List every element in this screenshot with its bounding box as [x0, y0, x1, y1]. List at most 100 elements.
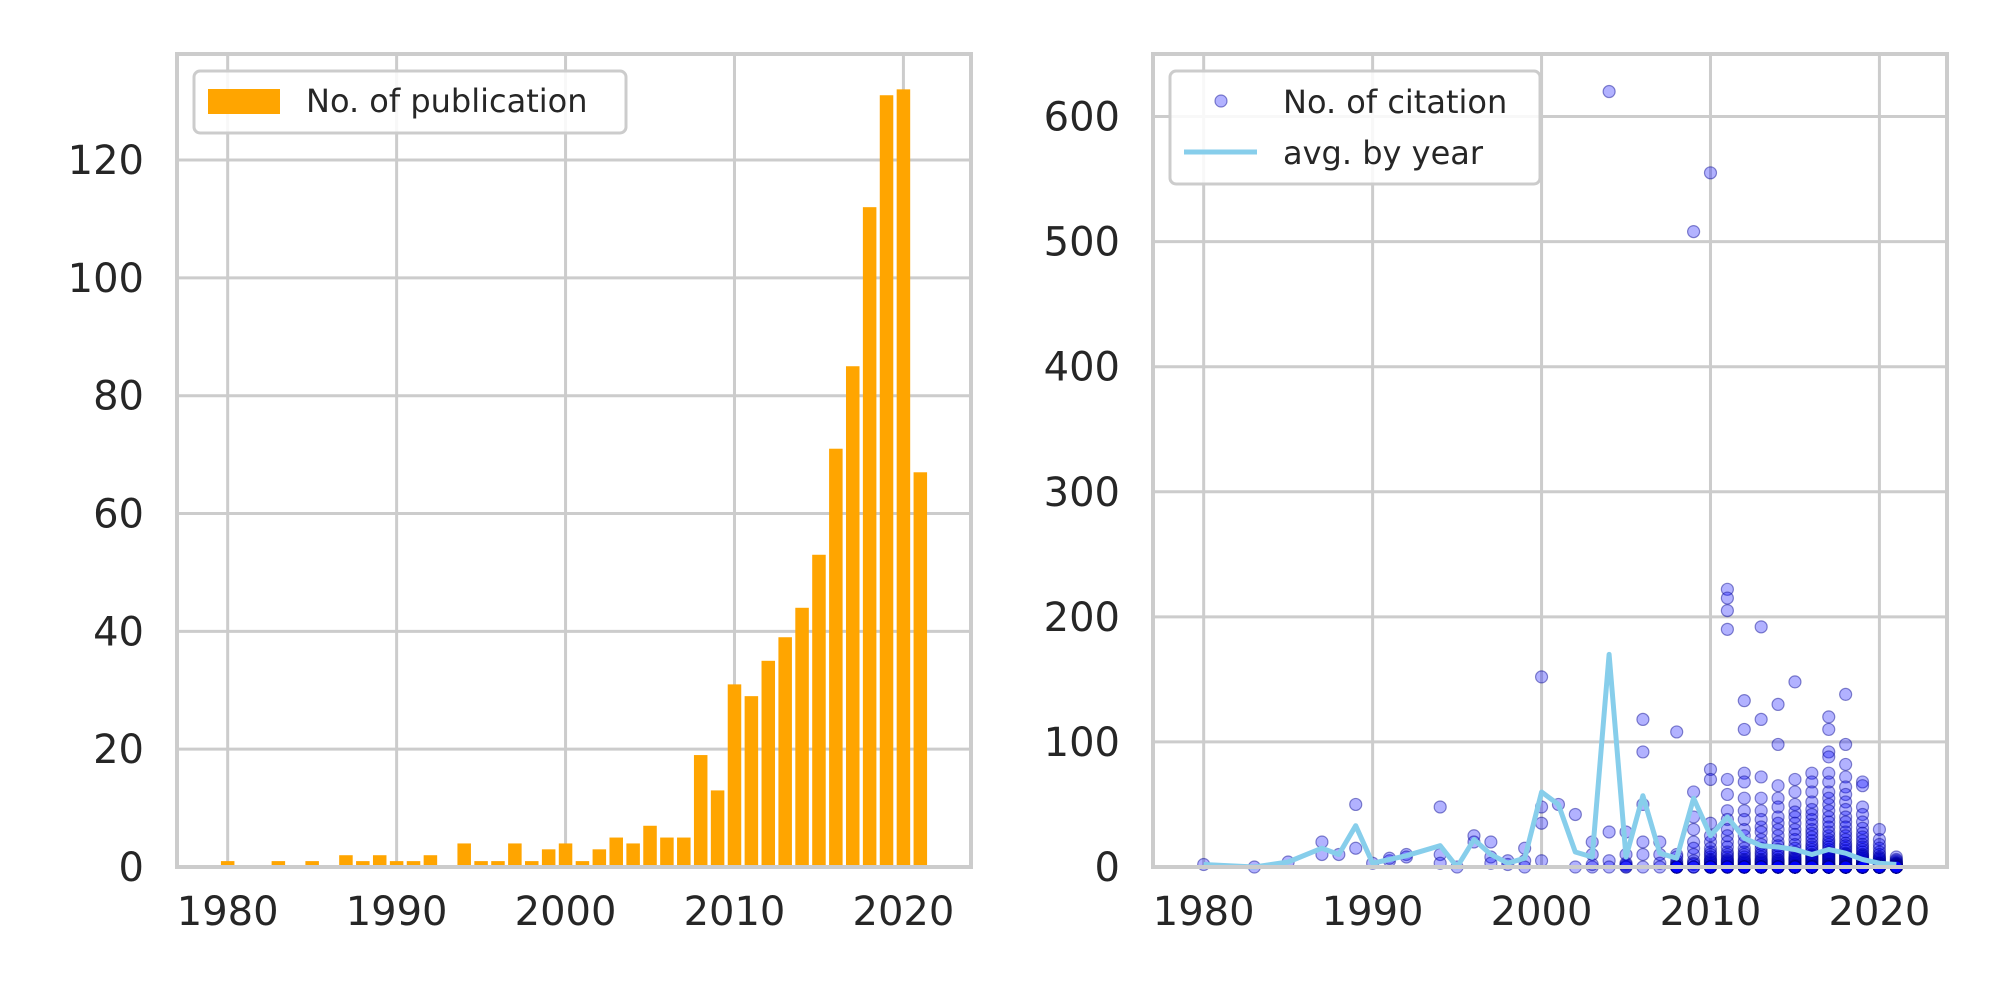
- scatter-point: [1805, 837, 1819, 852]
- y-tick-label: 100: [1044, 720, 1120, 766]
- scatter-point: [1737, 812, 1751, 827]
- bar: [271, 861, 286, 867]
- y-tick-label: 300: [1044, 470, 1120, 516]
- x-tick-label: 2010: [1660, 889, 1762, 935]
- scatter-point: [1805, 812, 1819, 827]
- scatter-point: [1754, 620, 1768, 634]
- y-tick-label: 400: [1044, 345, 1120, 391]
- bar: [474, 861, 488, 867]
- scatter-point: [1839, 787, 1853, 802]
- scatter-point: [1737, 791, 1751, 805]
- x-tick-label: 2020: [1829, 889, 1931, 935]
- bar: [761, 660, 776, 867]
- scatter-point: [1720, 847, 1734, 862]
- publications-bar-chart: 1980 1990 2000 2010 2020 0 20 40 60 80 100 120 No. o…: [68, 52, 973, 935]
- scatter-point: [1822, 791, 1836, 805]
- scatter-point: [1602, 825, 1616, 839]
- scatter-point: [1349, 797, 1363, 812]
- bar: [305, 861, 319, 867]
- scatter-point: [1805, 795, 1819, 809]
- x-tick-label: 2020: [853, 889, 955, 935]
- bar: [389, 861, 404, 867]
- bar: [693, 755, 708, 867]
- scatter-point: [1754, 847, 1768, 862]
- scatter-point: [1568, 807, 1582, 822]
- scatter-point: [1636, 745, 1650, 759]
- scatter-point: [1788, 816, 1802, 830]
- scatter-point: [1805, 830, 1819, 844]
- legend-box: [1168, 69, 1542, 186]
- scatter-point: [1737, 847, 1751, 862]
- scatter-point: [1737, 841, 1751, 855]
- y-tick-label: 100: [68, 256, 144, 302]
- bar: [220, 861, 235, 867]
- scatter-point: [1822, 775, 1836, 789]
- scatter-point: [1788, 822, 1802, 837]
- scatter-point: [1822, 766, 1836, 780]
- scatter-point: [1703, 166, 1718, 180]
- bar: [491, 861, 505, 867]
- bars: [220, 89, 928, 867]
- bar: [356, 861, 370, 867]
- bar: [795, 607, 809, 867]
- legend-label: No. of publication: [306, 82, 588, 120]
- y-tick-label: 0: [1095, 845, 1120, 891]
- scatter-point: [1839, 810, 1853, 824]
- y-tick-label: 80: [93, 374, 144, 420]
- scatter-point: [1822, 750, 1836, 764]
- scatter-point: [1855, 807, 1870, 822]
- legend: No. of citation avg. by year: [1168, 69, 1542, 186]
- scatter-point: [1805, 834, 1819, 848]
- bar: [525, 861, 539, 867]
- scatter-point: [1788, 827, 1802, 842]
- scatter-point: [1839, 687, 1853, 701]
- scatter-point: [1737, 850, 1751, 864]
- scatter-point: [1720, 582, 1734, 596]
- scatter-point: [1805, 785, 1819, 799]
- y-tick-label: 200: [1044, 595, 1120, 641]
- scatter-point: [1839, 737, 1853, 752]
- scatter-point: [1737, 804, 1751, 818]
- scatter-point: [1771, 791, 1785, 805]
- scatter-point: [1686, 841, 1701, 855]
- scatter-point: [1822, 710, 1836, 724]
- scatter-point: [1737, 694, 1751, 708]
- scatter-point: [1771, 800, 1785, 814]
- scatter-point: [1720, 787, 1734, 802]
- bar: [710, 790, 725, 867]
- bar: [406, 861, 421, 867]
- scatter-point: [1703, 841, 1718, 855]
- scatter-point: [1720, 603, 1734, 618]
- scatter-point: [1805, 826, 1819, 840]
- avg-line: [1203, 651, 1897, 870]
- scatter-point: [1771, 829, 1785, 843]
- scatter-point: [1720, 845, 1734, 859]
- scatter-point: [1670, 725, 1684, 739]
- scatter-point: [1788, 785, 1802, 799]
- scatter-point: [1720, 772, 1734, 787]
- scatter-point: [1839, 825, 1853, 839]
- plot-frame: [175, 52, 973, 869]
- bar: [862, 207, 877, 867]
- scatter-point: [1839, 832, 1853, 847]
- scatter-point: [1534, 854, 1549, 868]
- bar: [423, 855, 438, 867]
- y-tick-label: 40: [93, 609, 144, 655]
- scatter-point: [1433, 800, 1447, 814]
- bar: [508, 843, 522, 867]
- y-tick-label: 60: [93, 492, 144, 538]
- bar: [896, 89, 911, 867]
- scatter-point: [1771, 816, 1785, 830]
- bar: [812, 554, 826, 867]
- scatter-point: [1720, 840, 1734, 854]
- scatter-point: [1484, 835, 1498, 849]
- citations-scatter-chart: 1980 1990 2000 2010 2020 0 100 200 300 400 500 600 N…: [1044, 52, 1949, 935]
- scatter-point: [1822, 804, 1836, 818]
- scatter-point: [1839, 820, 1853, 834]
- scatter-point: [1855, 837, 1870, 852]
- scatter-point: [1636, 835, 1650, 849]
- scatter-point: [1855, 821, 1870, 835]
- scatter-point: [1805, 766, 1819, 780]
- scatter-point: [1754, 712, 1768, 727]
